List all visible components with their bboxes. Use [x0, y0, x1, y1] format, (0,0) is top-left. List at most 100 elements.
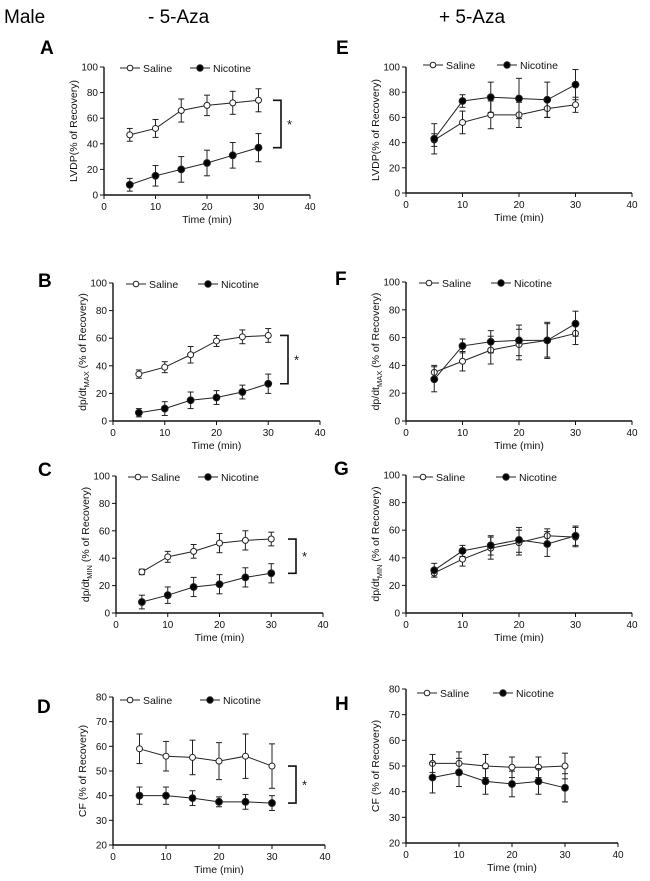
data-point-nicotine — [486, 541, 495, 550]
data-point-nicotine — [160, 404, 169, 413]
y-tick-label: 20 — [389, 389, 401, 400]
x-tick-label: 0 — [403, 200, 409, 211]
data-point-saline — [255, 96, 262, 104]
x-tick-label: 10 — [162, 620, 174, 631]
x-axis-label: Time (min) — [494, 440, 544, 452]
y-axis-label: dp/dtMAX (% of Recovery) — [370, 293, 384, 411]
x-tick-label: 30 — [570, 620, 582, 631]
y-tick-label: 0 — [394, 417, 400, 428]
data-point-nicotine — [268, 799, 276, 807]
data-point-saline — [267, 535, 275, 543]
series-line-nicotine — [141, 572, 272, 603]
panel-f: 0 20 40 60 80 100 0 10 20 30 40 Time (min) dp/dtMAX … — [370, 278, 638, 453]
y-tick-label: 80 — [389, 305, 401, 316]
x-tick-label: 40 — [612, 850, 624, 861]
y-axis-label-main: LVDP(% of Recovery) — [68, 80, 80, 182]
y-tick-label: 0 — [394, 189, 400, 200]
x-tick-label: 40 — [319, 852, 331, 863]
data-point-nicotine — [228, 151, 237, 160]
legend-marker-nicotine — [204, 473, 212, 481]
data-point-nicotine — [134, 408, 143, 417]
x-tick-label: 20 — [513, 200, 525, 211]
series-line-saline — [434, 332, 576, 373]
data-point-nicotine — [162, 791, 170, 800]
x-tick-label: 10 — [457, 428, 469, 439]
y-axis-label: CF (% of Recovery) — [77, 725, 89, 817]
y-tick-label: 30 — [96, 816, 108, 827]
panel-letter-h: H — [335, 694, 349, 715]
legend-label-saline: Saline — [143, 63, 172, 75]
y-tick-label: 60 — [389, 333, 401, 344]
series-line-nicotine — [129, 147, 259, 186]
x-tick-label: 0 — [403, 850, 409, 861]
y-tick-label: 20 — [96, 841, 108, 852]
data-point-nicotine — [561, 783, 569, 792]
y-tick-label: 80 — [96, 693, 108, 704]
legend-label-saline: Saline — [446, 60, 475, 72]
y-axis-label-main: dp/dt — [370, 578, 382, 601]
y-tick-label: 20 — [99, 581, 111, 592]
data-point-nicotine — [430, 375, 439, 384]
x-tick-label: 20 — [214, 620, 226, 631]
series-line-saline — [129, 99, 259, 136]
data-point-saline — [138, 568, 146, 576]
legend-marker-nicotine — [206, 696, 214, 704]
legend-label-saline: Saline — [143, 695, 172, 707]
data-point-saline — [126, 131, 134, 139]
x-axis-label: Time (min) — [487, 862, 537, 874]
legend-marker-saline — [134, 473, 142, 481]
data-point-nicotine — [163, 591, 172, 600]
column-title-plus-aza: + 5-Aza — [439, 7, 506, 28]
y-axis-label-subscript: MAX — [82, 371, 91, 387]
data-point-nicotine — [455, 768, 463, 777]
data-point-saline — [203, 101, 211, 109]
y-tick-label: 70 — [96, 717, 108, 728]
data-point-saline — [238, 333, 246, 341]
y-tick-label: 100 — [383, 278, 400, 289]
significance-asterisk: * — [302, 549, 307, 564]
panel-letter-g: G — [334, 459, 349, 480]
y-tick-label: 60 — [389, 113, 401, 124]
data-point-nicotine — [430, 134, 439, 143]
y-axis-label: LVDP(% of Recovery) — [68, 80, 80, 182]
x-axis-label: Time (min) — [182, 214, 232, 226]
legend-marker-saline — [425, 279, 433, 287]
data-point-saline — [190, 547, 198, 555]
series-line-nicotine — [432, 771, 566, 789]
y-tick-label: 100 — [90, 279, 107, 290]
y-axis-label-main: dp/dt — [77, 387, 89, 410]
data-point-saline — [161, 363, 169, 371]
y-tick-label: 40 — [96, 791, 108, 802]
data-point-nicotine — [238, 388, 247, 396]
y-tick-label: 40 — [389, 138, 401, 149]
legend-label-saline: Saline — [440, 688, 469, 700]
series-line-saline — [141, 538, 272, 573]
significance-bracket — [280, 334, 289, 385]
data-point-nicotine — [515, 336, 523, 345]
legend-marker-nicotine — [196, 64, 204, 72]
data-point-nicotine — [212, 393, 221, 402]
legend-label-nicotine: Nicotine — [213, 63, 251, 75]
data-point-saline — [187, 351, 195, 359]
x-axis-label: Time (min) — [494, 212, 544, 224]
legend-label-nicotine: Nicotine — [223, 695, 261, 707]
panel-c: 0 20 40 60 80 100 0 10 20 30 40 Time (min) dp/dtMIN … — [80, 472, 329, 645]
y-tick-label: 20 — [389, 163, 401, 174]
legend-label-nicotine: Nicotine — [514, 278, 552, 290]
x-tick-label: 0 — [403, 620, 409, 631]
y-axis-label-main: dp/dt — [370, 387, 382, 410]
data-point-nicotine — [458, 342, 467, 350]
data-point-saline — [229, 99, 237, 107]
y-tick-label: 40 — [389, 787, 401, 798]
data-point-saline — [136, 745, 143, 753]
x-tick-label: 30 — [266, 620, 278, 631]
y-axis-label-suffix: (% of Recovery) — [370, 486, 382, 564]
data-point-nicotine — [137, 598, 146, 606]
significance-asterisk: * — [302, 778, 307, 793]
data-point-saline — [264, 331, 272, 339]
panel-b: 0 20 40 60 80 100 0 10 20 30 40 Time (min) dp/dtMAX … — [77, 279, 326, 453]
legend-label-nicotine: Nicotine — [221, 279, 259, 291]
series-line-nicotine — [433, 323, 576, 380]
data-point-saline — [215, 757, 223, 765]
panel-a: 0 20 40 60 80 100 0 10 20 30 40 Time (min) LVDP(% of… — [68, 63, 316, 227]
